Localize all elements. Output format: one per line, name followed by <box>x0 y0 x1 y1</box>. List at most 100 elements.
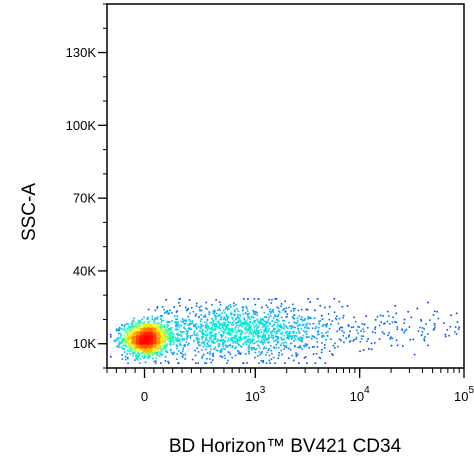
y-tick-label: 40K <box>73 263 96 278</box>
event-dot <box>155 317 157 319</box>
event-dot <box>189 322 191 325</box>
event-dot <box>392 316 394 319</box>
event-dot <box>130 349 132 352</box>
event-dot <box>244 336 247 338</box>
event-dot <box>141 350 144 352</box>
event-dot <box>146 325 148 328</box>
event-dot <box>275 339 277 342</box>
event-dot <box>272 334 274 337</box>
plot-area <box>106 3 465 369</box>
event-dot <box>176 358 178 361</box>
event-dot <box>196 347 198 350</box>
event-dot <box>295 332 298 334</box>
event-dot <box>245 323 247 325</box>
event-dot <box>210 317 213 320</box>
event-dot <box>186 344 189 346</box>
event-dot <box>386 310 389 313</box>
event-dot <box>162 333 164 336</box>
event-dot <box>127 350 130 352</box>
event-dot <box>211 323 214 326</box>
event-dot <box>154 345 156 348</box>
event-dot <box>222 331 224 333</box>
event-dot <box>168 327 170 330</box>
event-dot <box>182 354 184 356</box>
event-dot <box>210 331 212 333</box>
event-dot <box>245 336 248 339</box>
event-dot <box>261 350 263 353</box>
event-dot <box>138 327 141 330</box>
plot-frame <box>106 3 465 369</box>
event-dot <box>194 324 197 327</box>
event-dot <box>169 342 172 345</box>
event-dot <box>146 316 149 319</box>
event-dot <box>288 325 291 328</box>
event-dot <box>262 324 265 327</box>
event-dot <box>160 324 163 326</box>
event-dot <box>252 334 254 337</box>
event-dot <box>288 306 290 309</box>
event-dot <box>366 340 368 343</box>
event-dot <box>273 314 276 316</box>
event-dot <box>228 334 231 336</box>
event-dot <box>126 332 129 334</box>
event-dot <box>153 340 156 343</box>
event-dot <box>169 332 171 334</box>
event-dot <box>401 329 404 331</box>
event-dot <box>290 342 293 345</box>
event-dot <box>214 338 217 341</box>
event-dot <box>169 336 172 338</box>
event-dot <box>265 321 267 323</box>
event-dot <box>374 331 377 334</box>
event-dot <box>210 338 213 341</box>
event-dot <box>204 330 207 333</box>
event-dot <box>222 326 224 329</box>
event-dot <box>308 336 310 339</box>
event-dot <box>127 325 130 328</box>
event-dot <box>159 331 161 334</box>
event-dot <box>383 333 385 335</box>
event-dot <box>382 315 384 317</box>
event-dot <box>219 327 222 330</box>
event-dot <box>132 354 134 357</box>
event-dot <box>349 330 351 333</box>
event-dot <box>242 306 245 308</box>
event-dot <box>149 336 152 339</box>
event-dot <box>155 360 157 362</box>
event-dot <box>225 328 228 330</box>
event-dot <box>433 322 436 325</box>
event-dot <box>258 332 260 334</box>
event-dot <box>285 326 288 329</box>
event-dot <box>283 325 285 328</box>
event-dot <box>283 348 285 351</box>
event-dot <box>176 340 179 343</box>
event-dot <box>302 334 305 337</box>
event-dot <box>164 346 166 349</box>
event-dot <box>141 340 143 343</box>
event-dot <box>269 362 271 364</box>
event-dot <box>405 328 408 331</box>
event-dot <box>136 331 139 334</box>
event-dot <box>283 323 285 326</box>
event-dot <box>181 355 184 358</box>
event-dot <box>158 342 160 344</box>
event-dot <box>181 318 184 320</box>
event-dot <box>167 335 169 338</box>
event-dot <box>201 355 204 357</box>
event-dot <box>235 322 237 325</box>
event-dot <box>130 346 133 348</box>
event-dot <box>270 349 273 352</box>
event-dot <box>263 329 265 331</box>
event-dot <box>165 349 167 352</box>
event-dot <box>310 338 313 340</box>
event-dot <box>244 312 247 315</box>
event-dot <box>212 340 214 342</box>
event-dot <box>147 327 150 330</box>
event-dot <box>141 330 143 332</box>
event-dot <box>238 344 240 346</box>
event-dot <box>293 317 296 320</box>
event-dot <box>293 314 295 316</box>
event-dot <box>121 354 123 357</box>
event-dot <box>152 357 154 360</box>
event-dot <box>139 358 142 360</box>
event-dot <box>133 326 135 328</box>
